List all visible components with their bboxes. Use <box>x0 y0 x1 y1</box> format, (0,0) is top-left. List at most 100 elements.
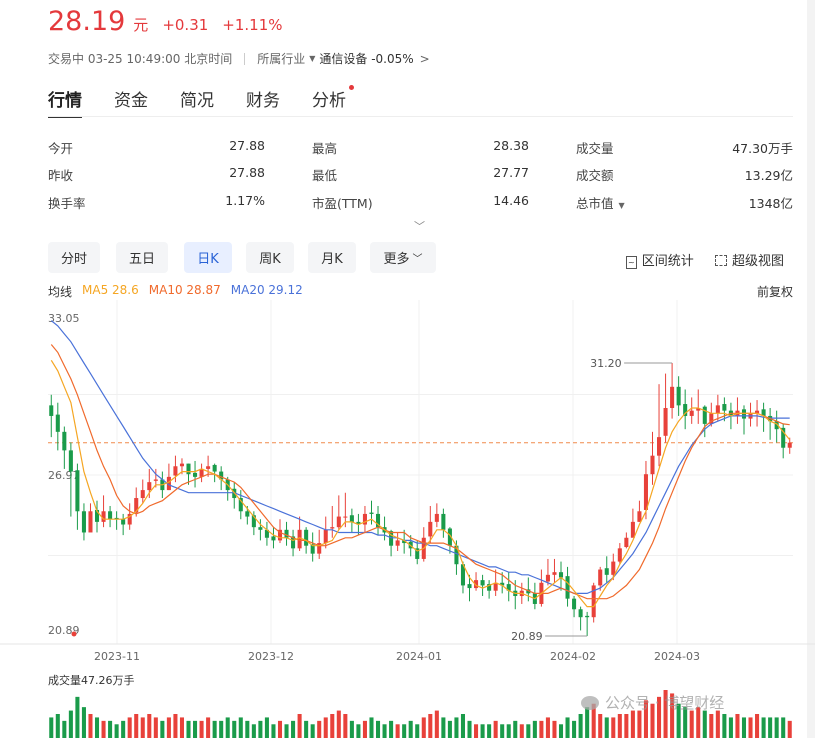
volume-bar <box>153 717 158 738</box>
super-view-label: 超级视图 <box>732 254 785 269</box>
stat-value: 14.46 <box>493 193 529 208</box>
tab-analysis[interactable]: 分析 <box>312 85 354 117</box>
divider <box>244 52 246 65</box>
volume-bar <box>193 720 198 738</box>
volume-bar <box>186 720 191 738</box>
period-daily-k[interactable]: 日K <box>184 242 232 273</box>
candle-body <box>585 615 590 618</box>
period-monthly-k[interactable]: 月K <box>308 242 356 273</box>
volume-bar <box>755 714 760 738</box>
volume-bar <box>291 720 296 738</box>
candle-body <box>88 511 93 533</box>
candle-body <box>572 598 577 610</box>
marker-dot <box>71 631 77 637</box>
volume-bar <box>500 724 505 738</box>
candle-body <box>460 564 466 586</box>
volume-bar <box>741 717 747 738</box>
y-tick-label: 26.97 <box>48 469 80 482</box>
candle-body <box>552 572 557 575</box>
ma-title: 均线 <box>48 285 73 299</box>
quote-header: 28.19 元 +0.31 +1.11% <box>48 6 283 42</box>
volume-bar <box>748 717 753 738</box>
volume-bar <box>591 703 596 738</box>
volume-bar <box>735 714 740 738</box>
candle-body <box>81 511 86 533</box>
chevron-right-icon: > <box>419 51 430 66</box>
volume-bar <box>552 720 557 738</box>
candle-body <box>356 521 361 525</box>
volume-bar <box>513 720 518 738</box>
candle-body <box>389 531 394 546</box>
volume-bar <box>49 717 54 738</box>
volume-bar <box>558 724 564 738</box>
range-stat-button[interactable]: ~ 区间统计 <box>626 250 694 269</box>
candle-body <box>147 482 152 491</box>
super-view-button[interactable]: 超级视图 <box>715 250 784 269</box>
volume-bar <box>382 724 387 738</box>
volume-bar <box>251 724 256 738</box>
volume-bar <box>526 724 531 738</box>
volume-bar <box>676 703 681 738</box>
volume-bar <box>487 724 492 738</box>
candle-body <box>774 421 779 430</box>
period-five-day[interactable]: 五日 <box>116 242 168 273</box>
volume-bar <box>245 720 250 738</box>
candle-body <box>271 536 276 541</box>
volume-bar <box>617 714 622 738</box>
industry-label: 所属行业 <box>257 52 306 66</box>
x-tick-label: 2024-02 <box>550 650 596 663</box>
volume-bar <box>330 714 335 738</box>
period-more-dropdown[interactable]: 更多 ﹀ <box>370 242 436 273</box>
low-annotation: 20.89 <box>511 630 543 643</box>
candle-body <box>140 490 145 499</box>
volume-bar <box>578 714 583 738</box>
volume-bar <box>545 717 550 738</box>
candle-body <box>441 513 446 530</box>
candle-body <box>291 536 296 549</box>
stat-value: 1348亿 <box>748 196 793 211</box>
current-price: 28.19 <box>48 6 126 37</box>
page-edge <box>807 0 815 738</box>
volume-bar <box>55 714 60 738</box>
candle-body <box>676 386 681 406</box>
tab-funds[interactable]: 资金 <box>114 91 148 111</box>
volume-bar <box>232 720 237 738</box>
industry-link[interactable]: 所属行业 ▼ 通信设备 -0.05% > <box>257 50 430 67</box>
stat-label: 成交额 <box>576 168 614 183</box>
stat-value: 27.77 <box>493 165 529 180</box>
candle-body <box>395 540 400 546</box>
stat-label: 成交量 <box>576 141 614 156</box>
price-adjust-toggle[interactable]: 前复权 <box>756 285 793 299</box>
volume-bar <box>441 717 446 738</box>
volume-bar <box>611 717 616 738</box>
candle-body <box>643 474 648 510</box>
candle-body <box>474 580 479 589</box>
volume-bar <box>166 717 171 738</box>
volume-bar <box>572 720 577 738</box>
volume-bar <box>480 724 485 738</box>
x-tick-label: 2023-12 <box>248 650 294 663</box>
chevron-down-icon[interactable]: ﹀ <box>414 220 425 233</box>
candle-body <box>68 450 73 472</box>
candle-body <box>336 516 341 528</box>
volume-bar <box>179 717 184 738</box>
period-weekly-k[interactable]: 周K <box>246 242 294 273</box>
volume-bar <box>637 710 642 738</box>
candle-body <box>121 519 126 525</box>
candle-body <box>454 545 459 565</box>
volume-bar <box>147 714 152 738</box>
tab-market[interactable]: 行情 <box>48 86 82 118</box>
tab-finance[interactable]: 财务 <box>246 91 280 111</box>
candle-body <box>304 529 309 546</box>
period-intraday[interactable]: 分时 <box>48 242 100 273</box>
candle-body <box>94 509 100 522</box>
volume-bar <box>532 720 537 738</box>
price-change: +0.31 <box>162 16 209 34</box>
volume-bar <box>389 720 394 738</box>
candle-body <box>330 527 335 529</box>
tab-profile[interactable]: 简况 <box>180 91 214 111</box>
ma20-line <box>50 320 790 594</box>
candle-body <box>199 468 204 477</box>
volume-bar <box>728 717 733 738</box>
